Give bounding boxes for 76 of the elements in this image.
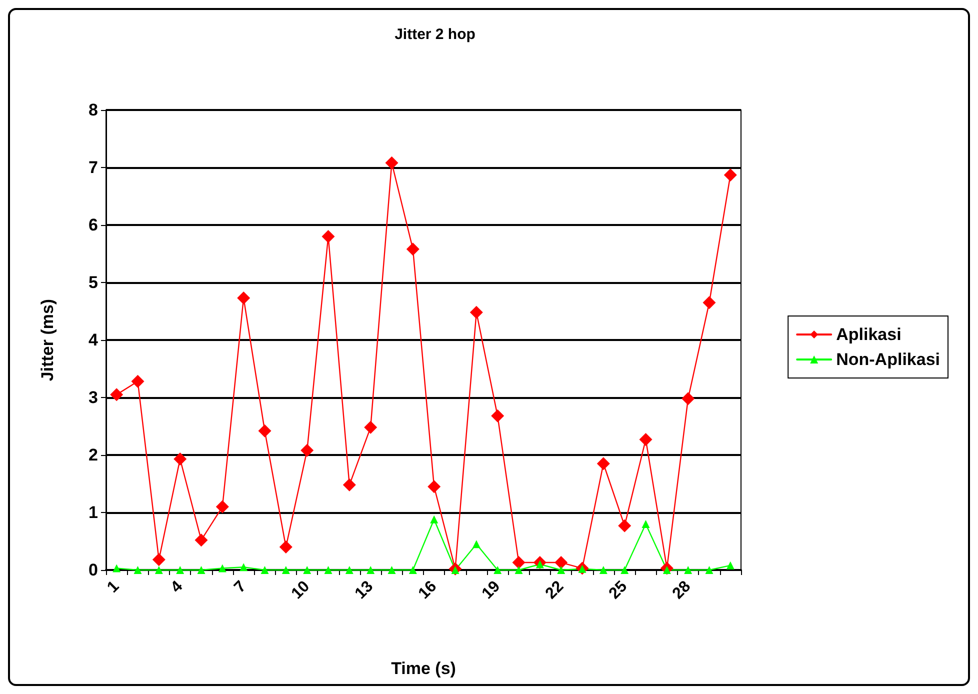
x-axis-title: Time (s) <box>391 659 456 678</box>
y-tick-label: 4 <box>88 330 99 350</box>
point <box>408 566 417 574</box>
point <box>428 480 441 494</box>
point <box>110 388 124 402</box>
point <box>322 230 335 243</box>
point <box>194 534 208 547</box>
point <box>639 432 652 446</box>
y-tick-label: 2 <box>88 446 98 464</box>
point <box>152 553 166 566</box>
point <box>342 478 356 492</box>
point <box>282 566 290 574</box>
x-tick-label: 22 <box>542 578 568 603</box>
point <box>237 292 250 305</box>
chart-title: Jitter 2 hop <box>394 26 476 43</box>
point <box>260 566 269 574</box>
point <box>216 500 229 514</box>
point <box>472 540 480 548</box>
x-tick-label: 16 <box>416 578 440 603</box>
point <box>470 306 483 319</box>
point <box>596 457 610 470</box>
x-tick-label: 19 <box>479 578 504 603</box>
point <box>174 452 187 466</box>
point <box>514 566 523 574</box>
point <box>345 566 354 574</box>
point <box>131 374 144 388</box>
y-axis-title: Jitter (ms) <box>38 298 57 382</box>
point <box>494 566 502 574</box>
x-tick-label: 7 <box>231 578 250 596</box>
x-tick-label: 10 <box>288 578 314 603</box>
point <box>406 242 420 256</box>
point <box>620 566 629 574</box>
point <box>364 420 378 434</box>
legend-label: Non-Aplikasi <box>836 350 940 369</box>
point <box>112 564 121 572</box>
y-tick-label: 5 <box>88 273 98 292</box>
y-tick-label: 0 <box>88 560 98 580</box>
point <box>388 566 396 574</box>
point <box>303 566 312 574</box>
point <box>599 566 608 574</box>
point <box>134 566 142 574</box>
point <box>705 566 714 574</box>
y-tick-label: 6 <box>88 216 98 234</box>
point <box>324 566 332 574</box>
x-tick-label: 25 <box>606 578 631 603</box>
point <box>557 566 566 574</box>
point <box>554 556 568 570</box>
x-tick-label: 28 <box>670 578 694 603</box>
point <box>240 563 248 572</box>
point <box>512 556 526 570</box>
point <box>197 566 206 574</box>
point <box>702 296 716 310</box>
point <box>618 519 632 532</box>
point <box>154 566 163 574</box>
point <box>684 566 692 574</box>
point <box>682 392 695 406</box>
point <box>491 409 504 422</box>
y-tick-label: 3 <box>88 388 98 407</box>
y-tick-label: 7 <box>88 158 98 177</box>
y-tick-label: 8 <box>88 100 98 120</box>
point <box>258 424 272 438</box>
point <box>218 564 226 572</box>
legend-label: Aplikasi <box>836 325 902 344</box>
point <box>724 168 737 182</box>
y-tick-label: 1 <box>88 503 98 522</box>
point <box>176 566 184 574</box>
point <box>279 540 292 554</box>
x-tick-label: 1 <box>104 578 123 596</box>
point <box>300 444 314 457</box>
point <box>430 515 438 524</box>
point <box>385 156 398 170</box>
point <box>642 520 650 528</box>
point <box>726 561 734 570</box>
x-tick-label: 13 <box>352 578 377 603</box>
point <box>366 566 375 574</box>
x-tick-label: 4 <box>168 578 186 596</box>
